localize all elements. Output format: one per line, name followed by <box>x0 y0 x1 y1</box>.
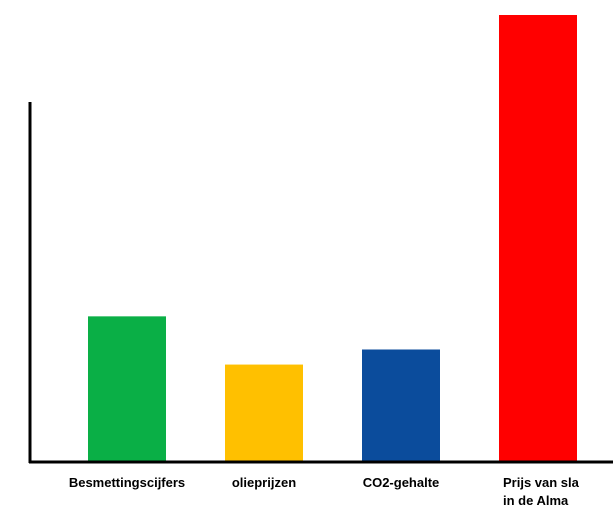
x-tick-label-prijs-van-sla-in-de-alma: Prijs van sla in de Alma <box>503 475 580 508</box>
x-tick-label-co2-gehalte: CO2-gehalte <box>363 475 440 490</box>
x-tick-label-olieprijzen: olieprijzen <box>232 475 296 490</box>
bar-prijs-van-sla-in-de-alma <box>499 15 577 462</box>
axes-group <box>28 102 613 464</box>
category-labels-group: Besmettingscijfers olieprijzen CO2-gehalte… <box>69 475 580 508</box>
bar-olieprijzen <box>225 364 303 462</box>
x-tick-label-besmettingscijfers: Besmettingscijfers <box>69 475 185 490</box>
bar-besmettingscijfers <box>88 316 166 462</box>
bars-group <box>88 15 577 462</box>
bar-co2-gehalte <box>362 349 440 462</box>
